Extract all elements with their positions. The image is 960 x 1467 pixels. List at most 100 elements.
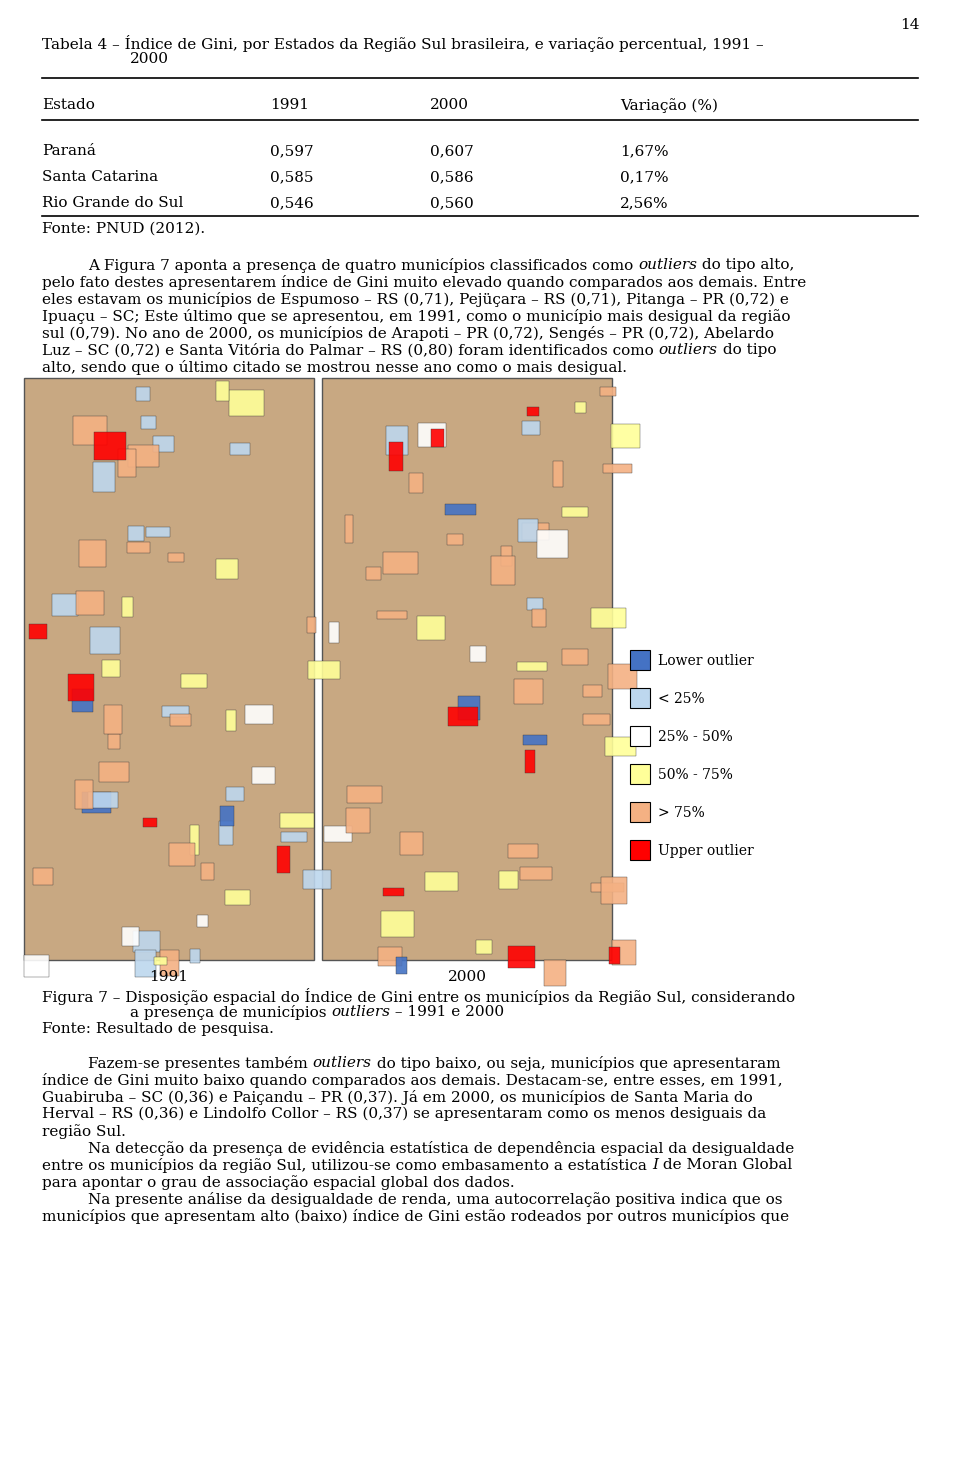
Bar bbox=[128, 541, 150, 553]
Bar bbox=[525, 750, 535, 773]
Text: Estado: Estado bbox=[42, 98, 95, 111]
Bar bbox=[128, 527, 144, 541]
Text: Ipuaçu – SC; Este último que se apresentou, em 1991, como o município mais desig: Ipuaçu – SC; Este último que se apresent… bbox=[42, 310, 790, 324]
Bar bbox=[563, 508, 588, 516]
Text: do tipo baixo, ou seja, municípios que apresentaram: do tipo baixo, ou seja, municípios que a… bbox=[372, 1056, 780, 1071]
Bar bbox=[444, 505, 476, 515]
Bar bbox=[389, 442, 403, 471]
Text: Rio Grande do Sul: Rio Grande do Sul bbox=[42, 197, 183, 210]
Bar bbox=[630, 688, 650, 709]
Text: 1991: 1991 bbox=[150, 970, 188, 984]
Text: 14: 14 bbox=[900, 18, 920, 32]
Text: Santa Catarina: Santa Catarina bbox=[42, 170, 158, 183]
Bar bbox=[135, 951, 156, 977]
Text: 2,56%: 2,56% bbox=[620, 197, 668, 210]
Bar bbox=[400, 832, 422, 855]
Bar bbox=[229, 390, 264, 417]
Bar bbox=[226, 890, 251, 905]
Text: pelo fato destes apresentarem índice de Gini muito elevado quando comparados aos: pelo fato destes apresentarem índice de … bbox=[42, 274, 806, 290]
Bar bbox=[128, 446, 159, 467]
Bar bbox=[544, 959, 566, 986]
Text: eles estavam os municípios de Espumoso – RS (0,71), Pejüçara – RS (0,71), Pitang: eles estavam os municípios de Espumoso –… bbox=[42, 292, 789, 307]
Bar bbox=[378, 946, 401, 967]
Bar bbox=[122, 927, 138, 946]
Text: outliers: outliers bbox=[313, 1056, 372, 1069]
Bar bbox=[76, 591, 104, 615]
Text: 2000: 2000 bbox=[447, 970, 487, 984]
Bar bbox=[245, 704, 274, 723]
Text: 2000: 2000 bbox=[130, 51, 169, 66]
Bar bbox=[517, 662, 547, 670]
Bar bbox=[102, 660, 120, 678]
Bar bbox=[492, 556, 515, 585]
Text: região Sul.: região Sul. bbox=[42, 1124, 126, 1138]
Bar bbox=[605, 736, 636, 757]
Bar bbox=[52, 594, 78, 616]
Bar bbox=[181, 675, 206, 688]
Text: 0,546: 0,546 bbox=[270, 197, 314, 210]
Bar bbox=[608, 665, 636, 688]
Bar bbox=[79, 540, 106, 566]
Bar bbox=[348, 786, 382, 802]
Bar bbox=[562, 648, 588, 665]
Text: 50% - 75%: 50% - 75% bbox=[658, 769, 732, 782]
Text: para apontar o grau de associação espacial global dos dados.: para apontar o grau de associação espaci… bbox=[42, 1175, 515, 1190]
Bar bbox=[383, 552, 418, 574]
Bar bbox=[417, 616, 444, 640]
Text: Variação (%): Variação (%) bbox=[620, 98, 718, 113]
Text: Paraná: Paraná bbox=[42, 144, 96, 158]
Bar bbox=[630, 802, 650, 822]
Bar bbox=[537, 531, 568, 557]
Bar bbox=[508, 946, 535, 968]
Bar bbox=[90, 626, 120, 653]
Bar bbox=[591, 883, 624, 892]
Text: Fonte: Resultado de pesquisa.: Fonte: Resultado de pesquisa. bbox=[42, 1022, 274, 1036]
Bar bbox=[146, 527, 170, 537]
Bar bbox=[329, 622, 339, 643]
Bar bbox=[280, 813, 314, 829]
Bar bbox=[154, 956, 167, 965]
Text: outliers: outliers bbox=[331, 1005, 391, 1020]
Bar bbox=[458, 695, 480, 720]
Bar bbox=[523, 735, 547, 745]
Bar bbox=[160, 951, 180, 977]
Bar bbox=[508, 844, 539, 858]
Bar bbox=[583, 714, 610, 725]
Bar bbox=[609, 946, 620, 964]
Text: 0,607: 0,607 bbox=[430, 144, 473, 158]
Bar bbox=[302, 870, 331, 889]
Text: > 75%: > 75% bbox=[658, 805, 705, 820]
Bar bbox=[469, 645, 486, 662]
Bar bbox=[281, 832, 306, 842]
Bar bbox=[345, 515, 352, 543]
Bar bbox=[419, 422, 445, 447]
Bar bbox=[377, 610, 407, 619]
Bar bbox=[198, 914, 207, 927]
Bar bbox=[584, 685, 602, 697]
Bar bbox=[24, 378, 314, 959]
Bar bbox=[169, 842, 195, 866]
Bar bbox=[386, 427, 408, 455]
Bar bbox=[630, 764, 650, 783]
Bar bbox=[527, 408, 539, 417]
Bar bbox=[216, 559, 238, 579]
Bar bbox=[190, 949, 200, 964]
Text: outliers: outliers bbox=[638, 258, 697, 271]
Bar bbox=[118, 449, 135, 477]
Bar bbox=[630, 726, 650, 747]
Bar bbox=[220, 805, 233, 826]
Text: 0,585: 0,585 bbox=[270, 170, 314, 183]
Text: a presença de municípios: a presença de municípios bbox=[130, 1005, 331, 1020]
Bar bbox=[396, 958, 407, 974]
Bar bbox=[367, 566, 381, 579]
Text: – 1991 e 2000: – 1991 e 2000 bbox=[391, 1005, 505, 1020]
Text: de Moran Global: de Moran Global bbox=[658, 1157, 792, 1172]
Bar bbox=[575, 402, 586, 414]
Text: < 25%: < 25% bbox=[658, 692, 705, 706]
Text: sul (0,79). No ano de 2000, os municípios de Arapoti – PR (0,72), Sengés – PR (0: sul (0,79). No ano de 2000, os município… bbox=[42, 326, 774, 340]
Bar bbox=[190, 826, 199, 855]
Text: municípios que apresentam alto (baixo) índice de Gini estão rodeados por outros : municípios que apresentam alto (baixo) í… bbox=[42, 1209, 789, 1223]
Bar bbox=[448, 707, 478, 726]
Bar bbox=[219, 822, 233, 845]
Bar bbox=[29, 625, 47, 638]
